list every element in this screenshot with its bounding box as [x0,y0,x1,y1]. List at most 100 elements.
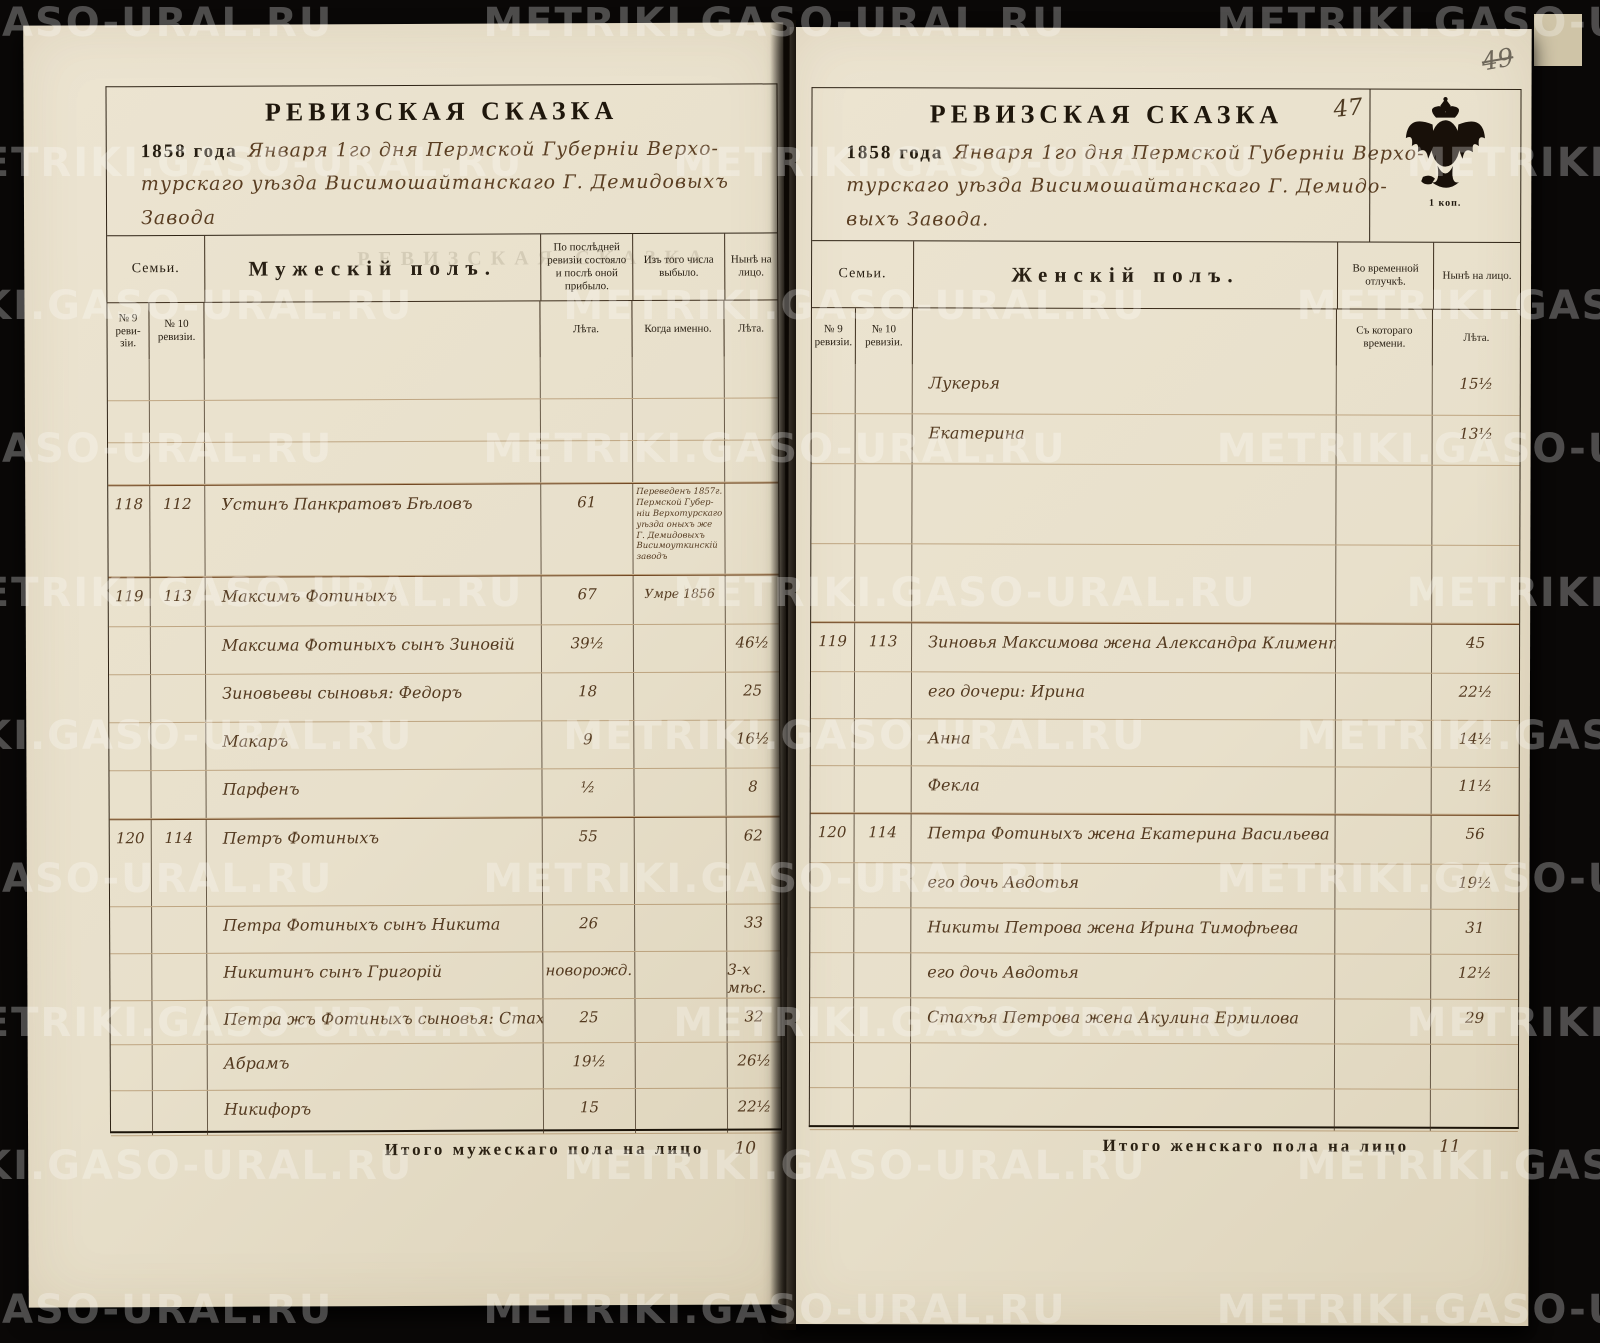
age-prev-cell: 26 [543,905,636,952]
column-header-rev9: № 9 реви­зіи. [811,308,856,365]
rev9-cell: 119 [811,623,856,672]
rev9-cell [109,723,152,771]
date-line-3: выхъ Завода. [846,207,990,231]
age-cell: 14½ [1458,729,1493,748]
table-row: 120 114 Петра Фотиныхъ жена Екатерина Ва… [810,813,1519,865]
rev9-cell [110,1091,154,1136]
since-cell [1335,767,1432,814]
age-cell [1432,466,1519,545]
when-cell [635,904,728,952]
since-cell [1335,673,1433,720]
rev9-cell [107,359,150,401]
year-printed: 1858 года [140,140,238,163]
name-cell [910,1043,1336,1089]
rev9-cell [107,401,151,443]
column-header-temporarily-away: Во времен­ной отлуч­кѣ. [1337,242,1435,309]
table-row [809,1088,1518,1132]
table-row: его дочь Авдотья 12½ [810,953,1519,1000]
table-row [811,464,1520,546]
column-header-since-when: Съ котораго времени. [1336,309,1433,366]
rev10-cell: 112 [150,485,206,577]
rev10-cell [151,770,207,819]
table-row: 120 114 Петръ Фотиныхъ 55 62 [109,816,781,908]
rev10-cell [854,998,912,1043]
name-cell: его дочери: Ирина [911,672,1337,720]
name-cell: его дочь Авдотья [911,863,1336,909]
rev10-cell: 114 [854,814,912,863]
when-cell: Умре 1856 [633,575,726,625]
name-cell [205,441,542,484]
column-header-last-revision: По послѣдней ревизіи состо­яло и послѣ о… [541,234,634,301]
when-cell [634,817,728,905]
table-row [809,1043,1519,1090]
name-cell: Петра Фотиныхъ жена Екатерина Васильева [911,814,1336,864]
rev9-cell [809,1088,854,1130]
age-cell: 11½ [1458,776,1493,795]
since-cell [1335,720,1432,767]
rev9-cell [810,766,855,813]
date-line-3: Завода [140,206,217,229]
name-cell: Фекла [911,766,1336,814]
table-row [108,440,779,486]
table-row: его дочери: Ирина 22½ [810,672,1520,721]
rev9-cell [810,672,856,719]
age-cell: 45 [1466,633,1486,652]
column-header-male-sex: Мужескій полъ. [205,234,542,302]
table-row: Никиты Петрова жена Ирина Тимофѣева 31 [810,908,1519,955]
rev10-cell [854,672,913,719]
male-total-row: Итого мужескаго пола на лицо 10 [110,1138,782,1161]
age-prev-cell: новорожд. [543,952,636,999]
rev10-cell [854,953,912,998]
rev9-cell [109,771,152,819]
table-row: Екатерина 13½ [811,414,1520,466]
page-title: РЕВИЗСКАЯ СКАЗКА [264,96,619,127]
rev10-cell [854,766,912,813]
when-cell: Переведенъ 1857г. Пермской Губер­ніи Вер… [633,483,726,575]
age-prev-cell [540,357,633,399]
handwritten-page-number: 47 [1331,94,1364,123]
since-cell [1334,1089,1431,1131]
name-cell: его дочь Авдотья [911,953,1336,999]
rev9-cell [110,1001,153,1045]
table-row: Анна 14½ [810,719,1519,768]
when-cell [633,624,727,673]
rev10-cell [853,1043,912,1088]
double-headed-eagle-stamp-icon [1405,97,1485,188]
name-cell: Петръ Фотиныхъ [206,818,544,906]
rev9-cell [811,464,856,544]
table-row: Максима Фотиныхъ сынъ Зиновій 39½ 46½ [108,624,780,676]
right-header-row-1: Семьи. Женскій полъ. Во времен­ной отлуч… [811,241,1520,309]
left-table-frame: РЕВИЗСКАЯ СКАЗКА 1858 года Января 1го дня… [105,83,783,1137]
pencil-folio-number: 49 [1479,42,1516,77]
rev9-cell [810,998,855,1043]
name-cell: Зиновьевы сыновья: Федоръ [206,673,543,722]
when-cell [634,672,727,721]
table-row: Фекла 11½ [810,766,1519,815]
when-cell [634,720,727,769]
age-prev-cell: ½ [542,769,635,817]
name-cell: Петра Фотиныхъ сынъ Никита [207,905,544,953]
when-cell [635,1088,729,1134]
age-prev-cell [541,441,634,483]
when-cell [635,951,728,999]
table-row: Абрамъ 19½ 26½ [110,1042,781,1092]
rev9-cell: 120 [810,814,855,863]
rev9-cell: 119 [108,578,151,627]
rev9-cell: 120 [109,820,153,907]
rev9-cell [810,863,855,908]
left-header-row-1: Семьи. Мужескій полъ. По послѣдней ревиз… [107,233,777,303]
name-cell: Анна [911,719,1336,767]
rev9-cell: 118 [108,486,151,577]
date-line-1: Января 1го дня Пермской Губерніи Верхо- [247,137,720,162]
table-row: 119 113 Максимъ Фотиныхъ 67 Умре 1856 [108,574,779,628]
column-header-departed: Изъ того числа вы­было. [633,233,726,301]
right-page-header: РЕВИЗСКАЯ СКАЗКА 1858 года Января 1го дня… [812,88,1521,243]
age-cell: 22½ [1458,682,1493,701]
column-header-family: Семьи. [811,241,915,308]
when-cell [634,768,727,817]
rev10-cell [150,442,206,485]
book-spine-shadow [770,20,796,1330]
age-prev-cell: 61 [541,484,634,575]
age-prev-cell [540,399,634,441]
rev10-cell [152,953,208,1001]
